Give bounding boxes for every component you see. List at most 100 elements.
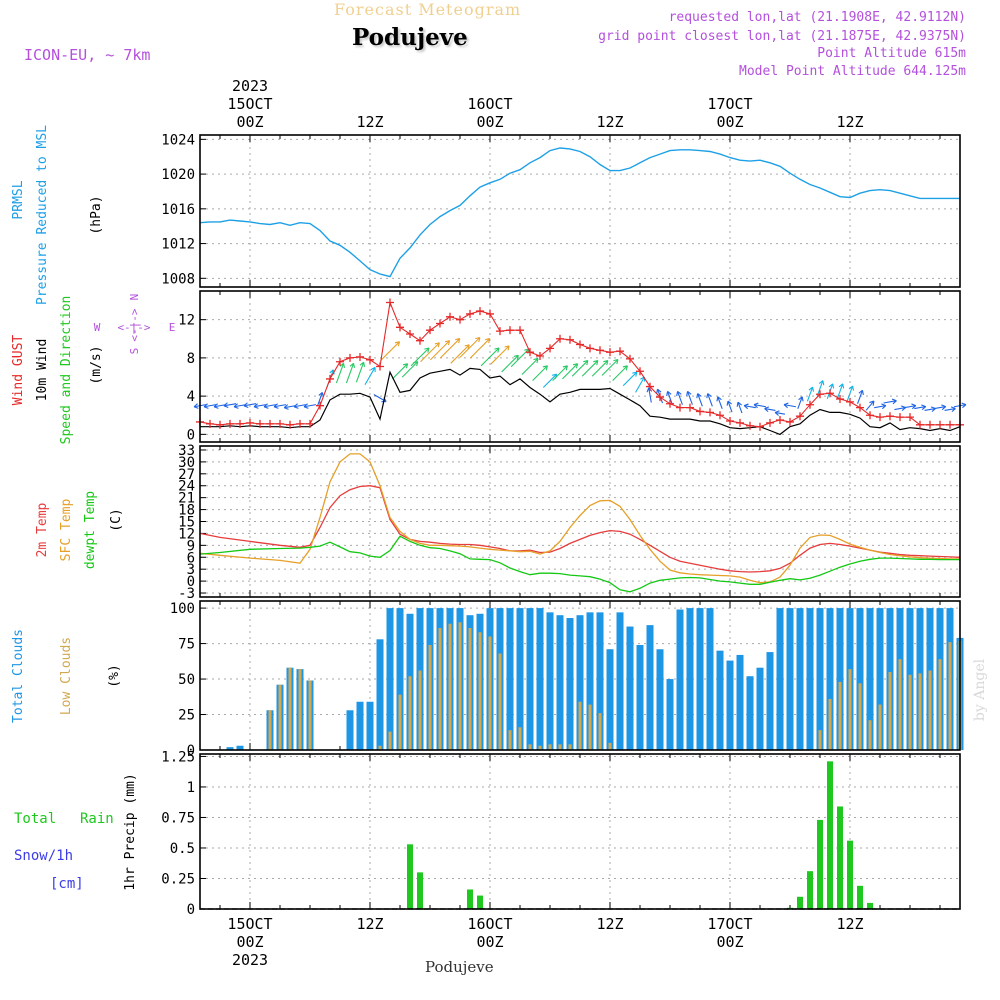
total-cloud-bar (746, 676, 754, 750)
chart-subtitle: Forecast Meteogram (334, 0, 522, 19)
low-cloud-bar (598, 713, 602, 750)
wind-arrow-shaft (612, 365, 628, 381)
y-tick-label: 0 (187, 574, 195, 590)
wind-arrow-head (716, 396, 719, 402)
precip-unit-label: 1hr Precip (mm) (123, 773, 138, 890)
wind-gust-point (436, 319, 444, 328)
wind-gust-point (556, 334, 564, 343)
wind-arrow-head (606, 360, 609, 366)
total-cloud-bar (866, 608, 874, 750)
wind-arrow-head (753, 402, 759, 406)
wind-gust-point (326, 374, 334, 383)
wind-arrow-head (444, 340, 450, 343)
total-cloud-bar (626, 626, 634, 750)
low-cloud-bar (288, 667, 292, 750)
rain-bar (847, 840, 853, 909)
low-cloud-bar (578, 701, 582, 750)
low-cloud-bar (378, 745, 382, 750)
wind-gust-point (296, 419, 304, 428)
rain-bar (797, 896, 803, 909)
wind-arrow-shaft (345, 363, 355, 384)
wind-arrow-head (911, 405, 917, 410)
wind-arrow-shaft (284, 405, 296, 409)
wind-gust-point (316, 401, 324, 410)
y-tick-label: 0.5 (170, 841, 195, 857)
wind-arrow-head (625, 365, 628, 371)
wind-arrow-head (318, 392, 323, 396)
wind-arrow-head (552, 373, 557, 376)
wind-gust-point (276, 419, 284, 428)
wind-arrow-head (434, 342, 440, 345)
pressure-unit-label: (hPa) (89, 195, 104, 234)
y-tick-label: 21 (178, 491, 195, 507)
pressure-label: PRMSL (11, 180, 26, 219)
y-tick-label: 100 (170, 601, 195, 617)
wind-gust-point (666, 399, 674, 408)
wind-arrow-shaft (697, 393, 703, 407)
point-altitude: Point Altitude 615m (817, 46, 966, 61)
wind-gust-point (356, 352, 364, 361)
wind-gust-point (496, 327, 504, 336)
wind-arrow-head (737, 401, 742, 406)
wind-gust-point (526, 348, 534, 357)
wind-arrow-head (951, 408, 956, 413)
wind-gust-point (856, 403, 864, 412)
compass-south: S (128, 348, 141, 355)
wind-arrow-head (478, 337, 481, 343)
low-cloud-bar (588, 704, 592, 750)
y-tick-label: 0.25 (161, 871, 195, 887)
wind-arrow-head (394, 341, 400, 344)
wind-gust-point (706, 408, 714, 417)
time-label-bottom: 00Z (236, 933, 263, 951)
wind-arrow-shaft (263, 404, 277, 408)
y-tick-label: 25 (178, 708, 195, 724)
wind-arrow-head (243, 405, 249, 408)
wind-arrow-shaft (303, 404, 317, 408)
wind-arrow-shaft (253, 404, 267, 408)
total-cloud-bar (706, 608, 714, 750)
wind-gust-point (416, 336, 424, 345)
wind-direction-label: Speed and Direction (59, 296, 74, 445)
wind-arrow-shaft (380, 341, 400, 362)
wind-arrow-head (283, 407, 289, 410)
y-tick-label: 50 (178, 672, 195, 688)
total-cloud-bar (816, 608, 824, 750)
wind-arrow-head (193, 406, 199, 409)
wind-arrow-head (596, 360, 599, 366)
wind-arrow-head (861, 390, 864, 395)
wind-gust-point (806, 400, 814, 409)
total-cloud-bar (226, 747, 234, 750)
wind-gust-point (776, 416, 784, 425)
wind-arrow-head (764, 406, 770, 410)
wind-arrow-shaft (687, 391, 693, 405)
wind-arrow-head (677, 390, 682, 395)
wind-gust-point (486, 309, 494, 318)
wind-gust-point (256, 419, 264, 428)
temp-2m-line (199, 485, 961, 573)
wind-arrow-head (613, 358, 619, 362)
wind-arrow-shaft (420, 342, 440, 362)
wind-arrow-head (273, 403, 278, 408)
wind-arrow-shaft (744, 405, 756, 409)
wind-gust-point (216, 420, 224, 429)
wind-arrow-shaft (532, 365, 548, 381)
wind-arrow-head (233, 403, 238, 408)
time-label-top: 12Z (356, 113, 383, 131)
wind-arrow-head (497, 347, 500, 353)
wind-arrow-head (646, 387, 650, 393)
wind-arrow-head (892, 400, 897, 405)
wind-arrow-head (941, 404, 946, 408)
wind-gust-point (406, 330, 414, 339)
wind-arrow-head (822, 380, 825, 386)
wind-arrow-head (881, 403, 887, 407)
compass-west: W (94, 321, 101, 334)
wind-arrow-shaft (707, 393, 713, 407)
wind-arrow-head (223, 405, 229, 408)
y-tick-label: 4 (187, 389, 195, 405)
wind-arrow-head (783, 404, 788, 409)
wind-arrow-head (213, 403, 218, 408)
wind-arrow-shaft (490, 345, 510, 365)
wind-gust-point (596, 346, 604, 355)
wind-arrow-head (359, 361, 364, 366)
low-cloud-bar (488, 636, 492, 750)
